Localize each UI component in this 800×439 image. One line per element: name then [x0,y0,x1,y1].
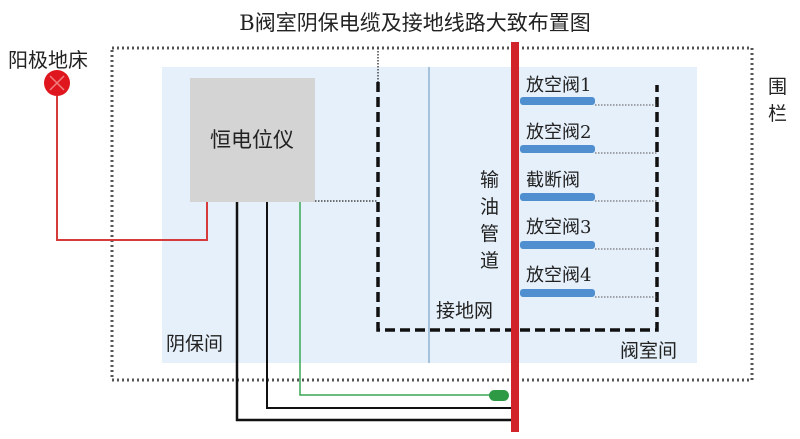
valve-2: 放空阀2 [520,122,657,154]
potentiostat-label: 恒电位仪 [210,128,294,152]
valve-room-label: 阀室间 [620,340,677,362]
svg-text:输: 输 [480,169,499,191]
svg-text:围: 围 [768,76,787,98]
anode-bed-label: 阳极地床 [8,48,88,72]
svg-text:放空阀3: 放空阀3 [526,217,591,238]
cp-room-label: 阴保间 [166,333,223,355]
svg-text:放空阀2: 放空阀2 [526,122,591,143]
reference-electrode-icon [489,390,509,401]
valves: 放空阀1 放空阀2 截断阀 放空阀3 放空阀4 [520,75,657,298]
fence-boundary [110,46,754,382]
svg-text:放空阀1: 放空阀1 [526,75,591,96]
valve-4: 放空阀4 [520,265,657,298]
svg-text:道: 道 [480,250,499,272]
svg-text:栏: 栏 [768,103,787,125]
anode-bed-icon [44,70,70,96]
grounding-grid-label: 接地网 [436,300,493,322]
valve-3: 放空阀3 [520,217,657,250]
svg-text:放空阀4: 放空阀4 [526,265,591,286]
potentiostat-box [190,78,315,202]
anode-cable [56,96,208,241]
svg-text:管: 管 [480,223,499,245]
grounding-grid-line [376,82,659,332]
cathode-cable-2 [266,202,512,409]
valve-shutoff: 截断阀 [520,170,657,202]
reference-cable [299,202,490,396]
pipeline-label: 输 油 管 道 [480,169,499,272]
valve-1: 放空阀1 [520,75,657,106]
svg-text:油: 油 [480,196,499,218]
cathode-cable-1 [235,202,512,422]
fence-label: 围 栏 [768,76,787,125]
svg-text:截断阀: 截断阀 [526,170,580,191]
diagram-title: B阀室阴保电缆及接地线路大致布置图 [239,11,590,35]
oil-pipeline [511,42,519,432]
